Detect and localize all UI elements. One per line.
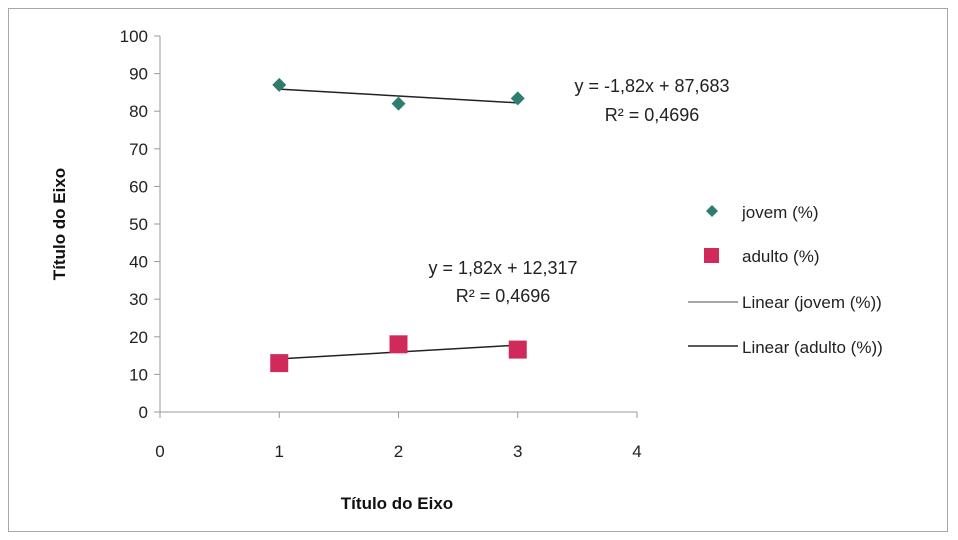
legend-adulto-label: adulto (%) — [742, 247, 819, 266]
chart-axes — [159, 36, 637, 413]
y-tick-label: 50 — [129, 215, 148, 234]
y-tick-label: 70 — [129, 140, 148, 159]
jovem-trend-r2: R² = 0,4696 — [605, 105, 700, 125]
y-tick-label: 60 — [129, 177, 148, 196]
y-tick-label: 30 — [129, 290, 148, 309]
adulto-point — [270, 354, 289, 373]
jovem-trend-equation: y = -1,82x + 87,683 — [574, 76, 729, 96]
legend-adulto-marker — [704, 248, 719, 263]
y-axis-ticks: 0 10 20 30 40 50 60 70 80 90 100 — [120, 27, 160, 422]
adulto-trend-equation: y = 1,82x + 12,317 — [428, 258, 577, 278]
jovem-point — [272, 77, 287, 92]
adulto-point — [389, 335, 408, 354]
y-tick-label: 10 — [129, 365, 148, 384]
legend-jovem-marker — [706, 205, 718, 217]
chart-frame — [8, 8, 948, 532]
x-axis-ticks: 0 1 2 3 4 — [155, 412, 642, 461]
y-tick-label: 20 — [129, 328, 148, 347]
y-tick-label: 80 — [129, 102, 148, 121]
x-axis-title: Título do Eixo — [341, 494, 453, 513]
data-points — [270, 77, 527, 373]
jovem-point — [391, 96, 406, 111]
legend-jovem-trend-label: Linear (jovem (%)) — [742, 293, 882, 312]
x-tick-label: 3 — [513, 442, 522, 461]
x-tick-label: 4 — [632, 442, 641, 461]
jovem-trendline — [279, 88, 518, 104]
x-tick-label: 2 — [394, 442, 403, 461]
x-tick-label: 1 — [275, 442, 284, 461]
adulto-point — [508, 340, 527, 359]
legend-jovem-label: jovem (%) — [741, 203, 819, 222]
jovem-point — [510, 91, 525, 106]
chart-legend: jovem (%) adulto (%) Linear (jovem (%)) … — [688, 203, 883, 357]
y-axis-title: Título do Eixo — [50, 168, 69, 280]
y-tick-label: 0 — [139, 403, 148, 422]
adulto-trend-r2: R² = 0,4696 — [456, 286, 551, 306]
y-tick-label: 100 — [120, 27, 148, 46]
y-tick-label: 90 — [129, 65, 148, 84]
trendlines — [279, 88, 518, 360]
y-tick-label: 40 — [129, 253, 148, 272]
x-tick-label: 0 — [155, 442, 164, 461]
legend-adulto-trend-label: Linear (adulto (%)) — [742, 338, 883, 357]
